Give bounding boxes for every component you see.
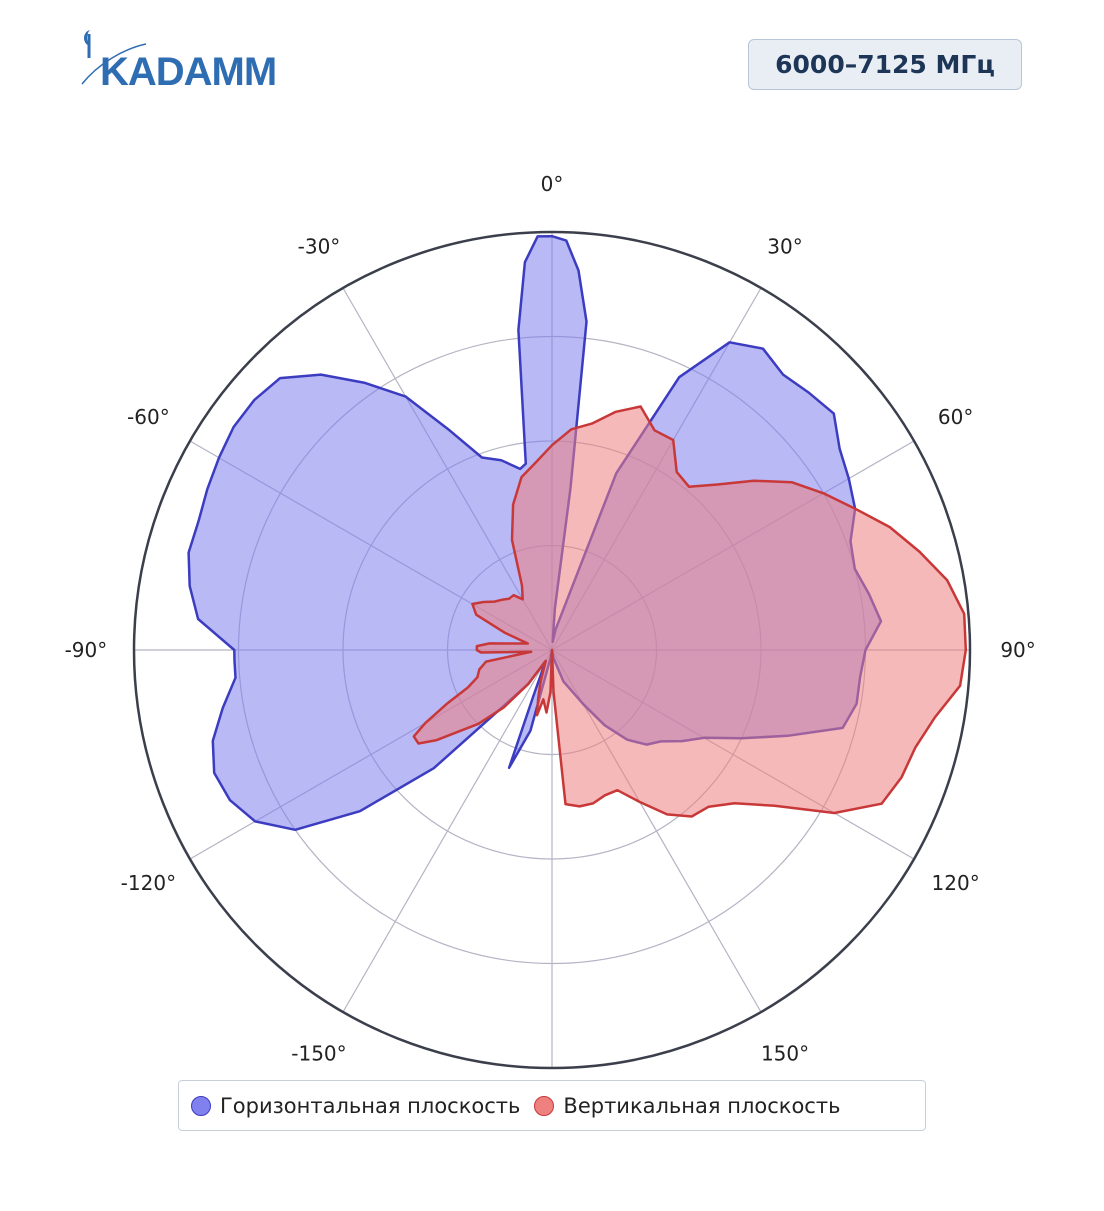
frequency-badge: 6000–7125 МГц bbox=[748, 39, 1022, 90]
polar-frame bbox=[132, 230, 972, 1070]
angle-tick-label: -150° bbox=[291, 1042, 346, 1066]
legend-label-vertical: Вертикальная плоскость bbox=[563, 1093, 841, 1118]
angle-tick-label: -120° bbox=[121, 871, 176, 895]
frequency-badge-label: 6000–7125 МГц bbox=[775, 50, 995, 79]
angle-tick-label: 0° bbox=[541, 172, 564, 196]
series-vertical-trace bbox=[412, 405, 968, 818]
legend-item-horizontal[interactable]: Горизонтальная плоскость bbox=[191, 1094, 520, 1118]
legend-label-horizontal: Горизонтальная плоскость bbox=[220, 1093, 521, 1118]
angle-tick-label: 60° bbox=[938, 405, 973, 429]
logo-wordmark: KADAMM bbox=[100, 50, 276, 94]
angle-tick-label: 120° bbox=[932, 871, 980, 895]
series-layer bbox=[187, 234, 968, 832]
legend: Горизонтальная плоскость Вертикальная пл… bbox=[178, 1080, 926, 1131]
legend-swatch-horizontal bbox=[191, 1095, 211, 1116]
angle-tick-label: 30° bbox=[767, 234, 802, 258]
angle-tick-label: -90° bbox=[65, 638, 108, 662]
outer-ring bbox=[132, 230, 972, 1070]
legend-item-vertical[interactable]: Вертикальная плоскость bbox=[534, 1094, 840, 1118]
angle-tick-label: -60° bbox=[127, 405, 170, 429]
angle-tick-label: 150° bbox=[761, 1042, 809, 1066]
angle-tick-label: 90° bbox=[1000, 638, 1035, 662]
angle-tick-label: -30° bbox=[298, 234, 341, 258]
grid-spoke-210 bbox=[342, 649, 553, 1013]
angle-tick-labels: 0° 30° 60° 90° 120° 150° -150° -120° -90° -60° -30… bbox=[65, 172, 1036, 1066]
legend-swatch-vertical bbox=[534, 1095, 555, 1116]
kadamm-logo: KADAMM bbox=[78, 24, 293, 94]
